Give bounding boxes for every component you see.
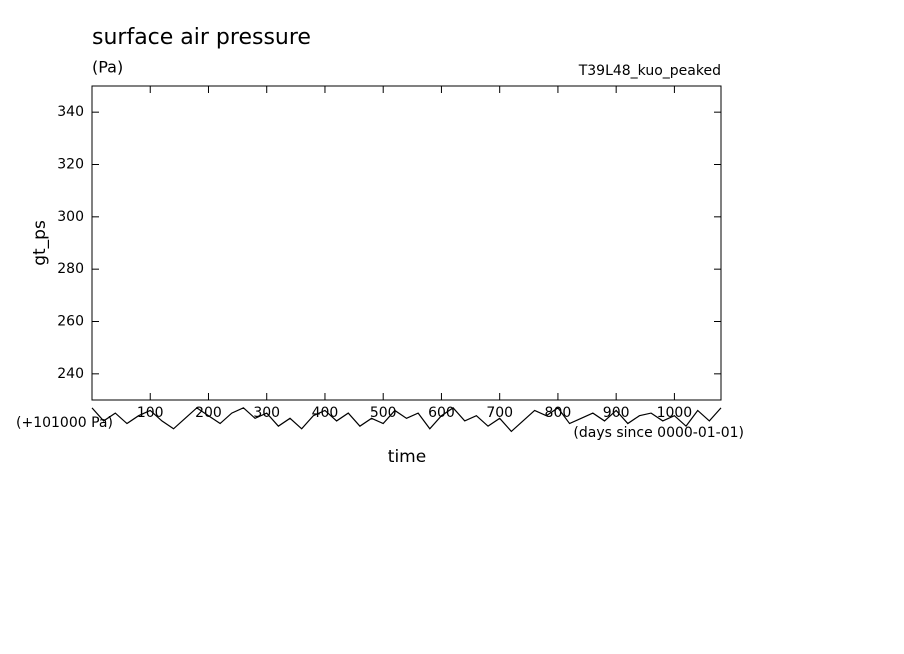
y-offset-label: (+101000 Pa) [16, 415, 113, 431]
x-tick-label: 600 [428, 405, 455, 421]
x-tick-label: 200 [195, 405, 222, 421]
y-tick-label: 260 [57, 314, 84, 330]
x-tick-label: 700 [486, 405, 513, 421]
annotation: T39L48_kuo_peaked [578, 63, 721, 79]
y-tick-label: 340 [57, 104, 84, 120]
chart-title: surface air pressure [92, 25, 311, 50]
y-tick-label: 300 [57, 209, 84, 225]
y-tick-label: 320 [57, 157, 84, 173]
y-tick-label: 240 [57, 366, 84, 382]
subtitle: (Pa) [92, 58, 123, 77]
x-tick-label: 1000 [657, 405, 693, 421]
y-axis-label: gt_ps [30, 220, 50, 266]
x-axis-label: time [388, 447, 426, 467]
plot-frame [91, 85, 722, 401]
x-units-label: (days since 0000-01-01) [573, 425, 744, 441]
data-line [91, 407, 722, 433]
x-tick-label: 500 [370, 405, 397, 421]
y-tick-label: 280 [57, 261, 84, 277]
